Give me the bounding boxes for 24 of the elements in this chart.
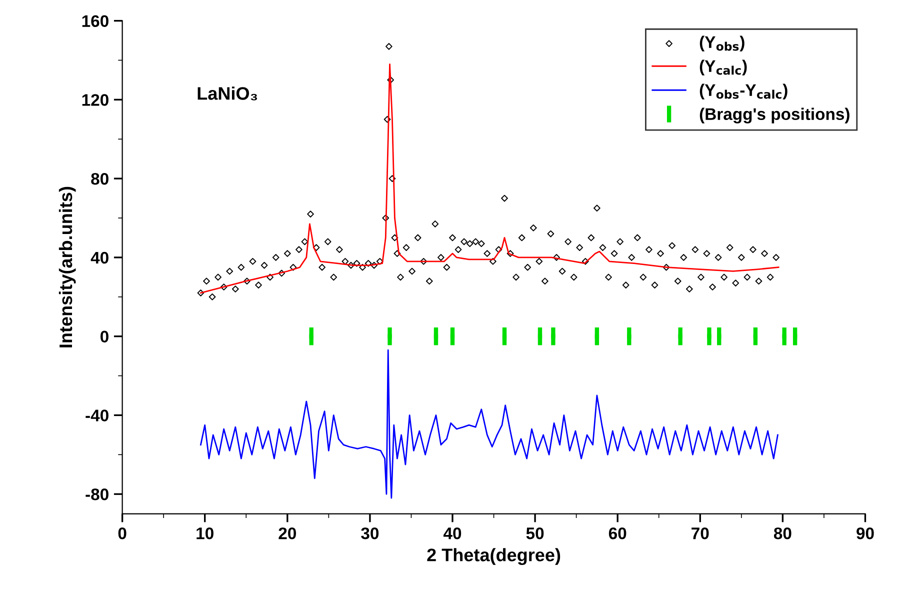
- legend-label: (Y$_{obs}$-Y$_{calc}$): [700, 84, 788, 100]
- y-tick-label: -40: [86, 410, 108, 422]
- annotation: LaNiO₃: [198, 86, 258, 100]
- x-tick-label: 30: [361, 527, 379, 540]
- y-tick-label: 120: [82, 94, 108, 106]
- x-tick-label: 60: [608, 527, 626, 540]
- y-tick-label: -80: [86, 488, 108, 500]
- y-tick-label: 160: [82, 15, 108, 27]
- y-tick-label: 80: [91, 172, 108, 185]
- x-tick-label: 90: [856, 527, 874, 540]
- x-tick-label: 0: [118, 527, 126, 540]
- y-axis-title: Intensity(arb.units): [58, 186, 76, 348]
- y-tick-label: 40: [90, 252, 108, 264]
- y-tick-label: 0: [100, 330, 108, 343]
- legend-label: (Bragg's positions): [700, 108, 850, 124]
- x-tick-label: 70: [692, 527, 709, 540]
- x-tick-label: 80: [774, 527, 792, 540]
- x-tick-label: 50: [526, 527, 544, 540]
- x-axis-title: 2 Theta(degree): [427, 548, 560, 566]
- legend-label: (Y$_{calc}$): [700, 60, 747, 76]
- x-tick-label: 40: [443, 527, 462, 540]
- x-tick-label: 20: [278, 527, 296, 540]
- legend-label: (Y$_{obs}$): [700, 36, 744, 52]
- x-tick-label: 10: [196, 527, 214, 540]
